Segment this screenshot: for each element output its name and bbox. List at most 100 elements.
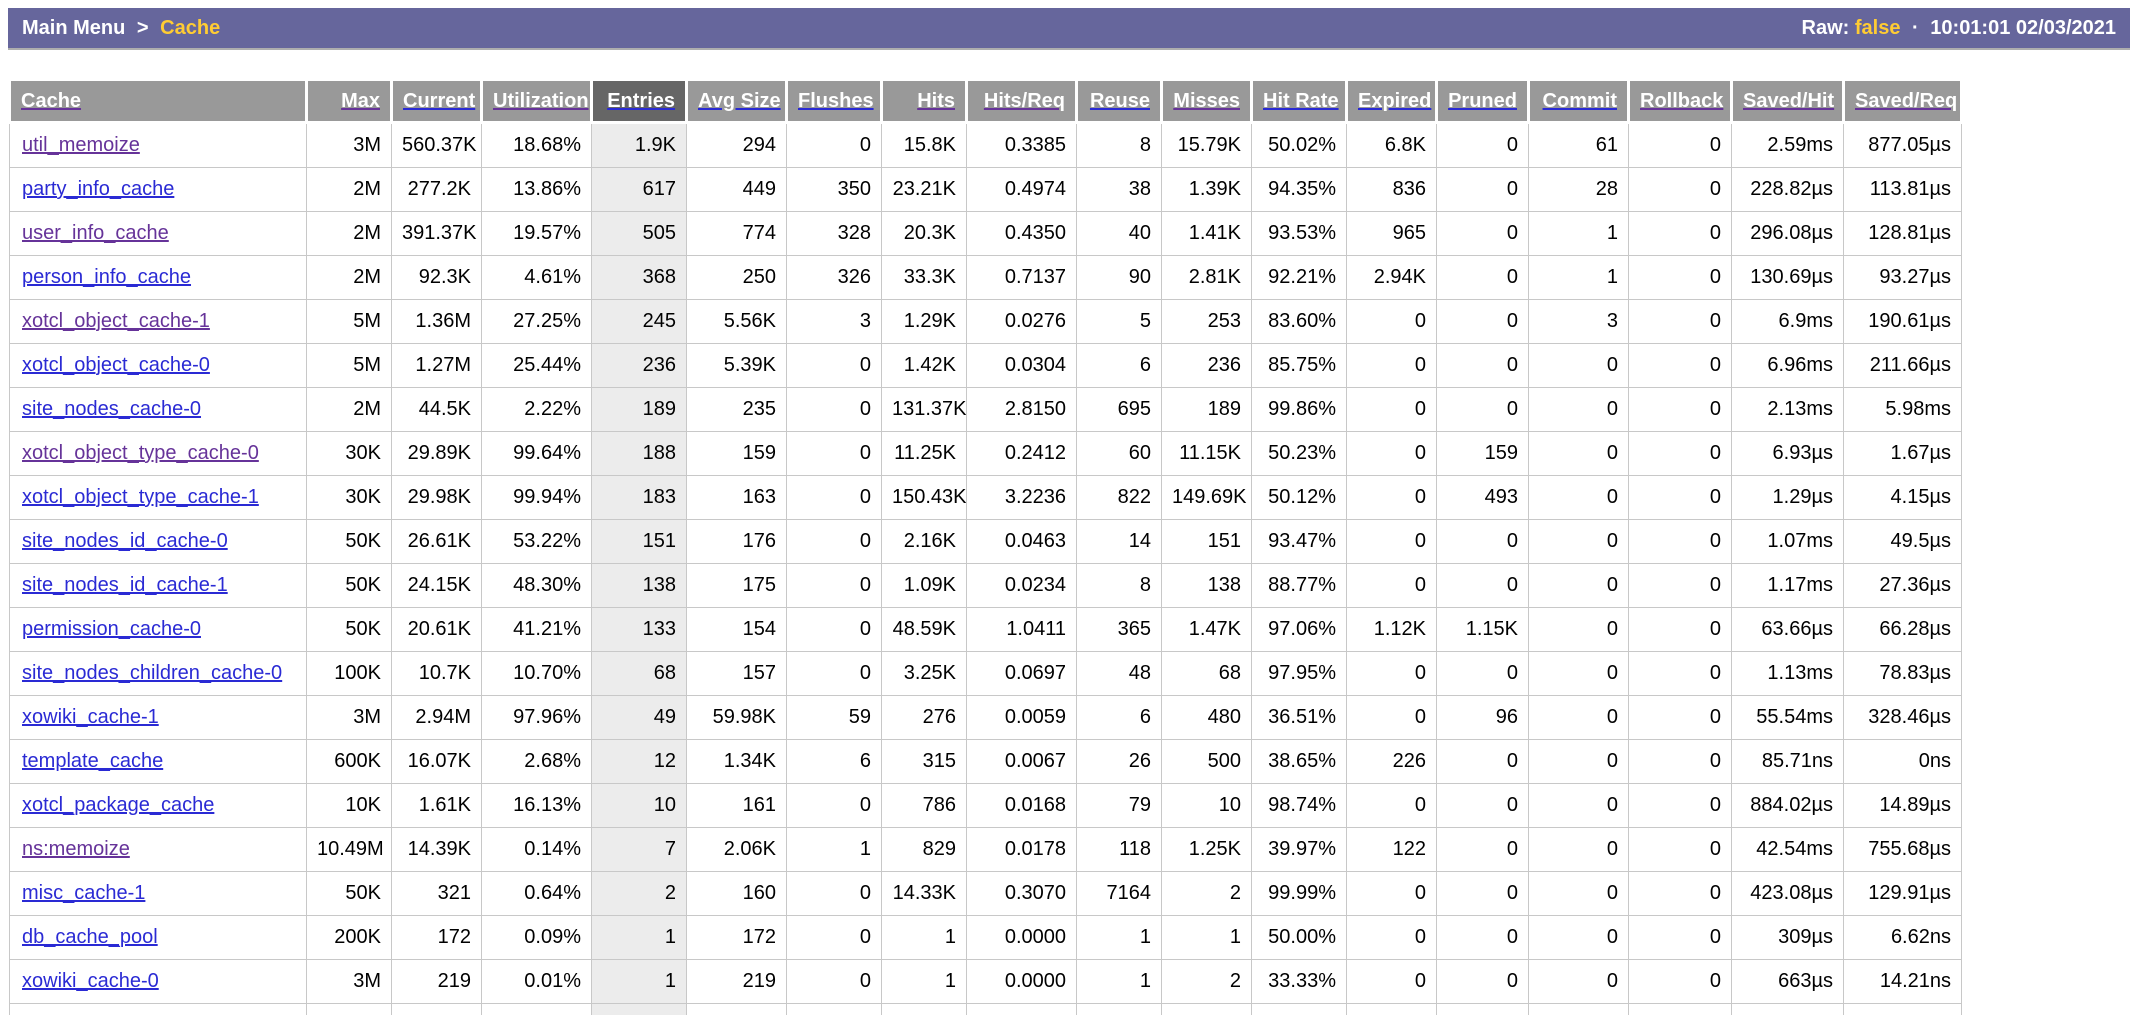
cell-avg-size: 176 [687, 520, 787, 564]
sort-link-saved-req[interactable]: Saved/Req [1855, 90, 1957, 112]
cache-link[interactable]: db_cache_pool [22, 926, 158, 948]
column-label: Pruned [1448, 90, 1517, 112]
column-label: Expired [1358, 90, 1431, 112]
cell-max: 2M [307, 168, 392, 212]
cell-saved-req: 0ns [1844, 740, 1962, 784]
cache-link[interactable]: xowiki_cache-1 [22, 706, 159, 728]
cache-link[interactable]: xotcl_object_type_cache-0 [22, 442, 259, 464]
cell-saved-hit: 2.13ms [1732, 388, 1844, 432]
sort-link-commit[interactable]: Commit [1543, 90, 1617, 112]
cache-link[interactable]: party_info_cache [22, 178, 174, 200]
cell-flushes: 6 [787, 740, 882, 784]
cache-link[interactable]: ns:memoize [22, 838, 130, 860]
cache-link[interactable]: xowiki_cache-0 [22, 970, 159, 992]
cell-flushes: 0 [787, 564, 882, 608]
cell-misses: 189 [1162, 388, 1252, 432]
cell-entries: 368 [592, 256, 687, 300]
cell-hits: 2.16K [882, 520, 967, 564]
cell-current: 92.3K [392, 256, 482, 300]
sort-link-rollback[interactable]: Rollback [1640, 90, 1723, 112]
sort-link-reuse[interactable]: Reuse [1090, 90, 1150, 112]
sort-link-flushes[interactable]: Flushes [798, 90, 874, 112]
cell-commit: 0 [1529, 652, 1629, 696]
cell-misses: 1.41K [1162, 212, 1252, 256]
cell-cache: site_nodes_cache-0 [10, 388, 307, 432]
cell-commit: 28 [1529, 168, 1629, 212]
cell-avg-size: 175 [687, 564, 787, 608]
cell-cache: misc_cache-1 [10, 872, 307, 916]
cell-avg-size: 250 [687, 256, 787, 300]
cache-link[interactable]: site_nodes_id_cache-0 [22, 530, 228, 552]
cell-max: 50K [307, 608, 392, 652]
cell-utilization: 99.94% [482, 476, 592, 520]
sort-link-misses[interactable]: Misses [1173, 90, 1240, 112]
cell-current: 29.89K [392, 432, 482, 476]
cache-link[interactable]: template_cache [22, 750, 163, 772]
cell-saved-req: 14.21ns [1844, 960, 1962, 1004]
cell-pruned: 0 [1437, 916, 1529, 960]
cell-misses: 480 [1162, 696, 1252, 740]
cache-link[interactable]: xotcl_object_cache-0 [22, 354, 210, 376]
cell-max: 10.49M [307, 828, 392, 872]
cell-flushes: 1 [787, 828, 882, 872]
cell-pruned: 96 [1437, 696, 1529, 740]
cell-entries: 138 [592, 564, 687, 608]
cache-link[interactable]: xotcl_object_cache-1 [22, 310, 210, 332]
sort-link-pruned[interactable]: Pruned [1448, 90, 1517, 112]
cell-saved-hit: 1.13ms [1732, 652, 1844, 696]
sort-link-max[interactable]: Max [341, 90, 380, 112]
cell-rollback: 0 [1629, 696, 1732, 740]
cache-link[interactable]: permission_cache-0 [22, 618, 201, 640]
column-header-reuse: Reuse [1077, 80, 1162, 123]
cell-current: 29.98K [392, 476, 482, 520]
sort-link-hit-rate[interactable]: Hit Rate [1263, 90, 1339, 112]
cache-link[interactable]: site_nodes_cache-0 [22, 398, 201, 420]
cell-saved-hit: 130.69µs [1732, 256, 1844, 300]
cell-flushes: 0 [787, 520, 882, 564]
cell-current: 277.2K [392, 168, 482, 212]
sort-link-hits-req[interactable]: Hits/Req [984, 90, 1065, 112]
cell-commit: 61 [1529, 123, 1629, 168]
cell-misses: 253 [1162, 300, 1252, 344]
cache-link[interactable]: site_nodes_children_cache-0 [22, 662, 282, 684]
cache-link[interactable]: xotcl_package_cache [22, 794, 214, 816]
sort-link-current[interactable]: Current [403, 90, 475, 112]
sort-link-entries[interactable]: Entries [607, 90, 675, 112]
cell-hit-rate: 99.86% [1252, 388, 1347, 432]
cell-hits-req: 0.0178 [967, 828, 1077, 872]
sort-link-saved-hit[interactable]: Saved/Hit [1743, 90, 1834, 112]
cell-misses: 2 [1162, 872, 1252, 916]
cell-utilization: 97.96% [482, 696, 592, 740]
sort-link-hits[interactable]: Hits [917, 90, 955, 112]
cell-hits: 786 [882, 784, 967, 828]
breadcrumb-main-menu-link[interactable]: Main Menu [22, 17, 125, 39]
cell-rollback: 0 [1629, 564, 1732, 608]
cell-hits-req: 0.2412 [967, 432, 1077, 476]
cell-saved-req: 66.28µs [1844, 608, 1962, 652]
cell-hits-req: 0.3385 [967, 123, 1077, 168]
cell-rollback: 0 [1629, 652, 1732, 696]
cell-expired: 0 [1347, 476, 1437, 520]
cell-utilization: 13.86% [482, 168, 592, 212]
cache-link[interactable]: user_info_cache [22, 222, 169, 244]
raw-toggle-link[interactable]: false [1855, 17, 1901, 39]
cell-reuse: 38 [1077, 168, 1162, 212]
cell-rollback: 0 [1629, 388, 1732, 432]
sort-link-cache[interactable]: Cache [21, 90, 81, 112]
cache-link[interactable]: person_info_cache [22, 266, 191, 288]
cell-rollback: 0 [1629, 784, 1732, 828]
column-label: Reuse [1090, 90, 1150, 112]
sort-link-expired[interactable]: Expired [1358, 90, 1431, 112]
sort-link-avg-size[interactable]: Avg Size [698, 90, 781, 112]
cell-hit-rate: 33.33% [1252, 960, 1347, 1004]
cache-link[interactable]: misc_cache-1 [22, 882, 145, 904]
sort-link-utilization[interactable]: Utilization [493, 90, 589, 112]
cell-commit: 0 [1529, 828, 1629, 872]
cache-link[interactable]: util_memoize [22, 134, 140, 156]
cell-pruned: 493 [1437, 476, 1529, 520]
cache-link[interactable]: site_nodes_id_cache-1 [22, 574, 228, 596]
cache-link[interactable]: xotcl_object_type_cache-1 [22, 486, 259, 508]
